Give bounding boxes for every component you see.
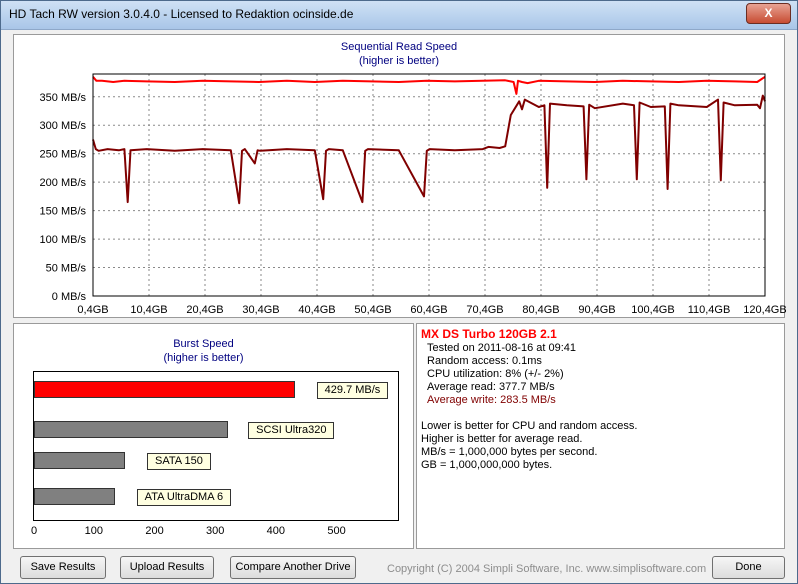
note-line: Lower is better for CPU and random acces… xyxy=(421,420,638,432)
sequential-chart-title: Sequential Read Speed xyxy=(340,41,458,53)
average-write: Average write: 283.5 MB/s xyxy=(427,394,556,406)
save-results-button[interactable]: Save Results xyxy=(20,556,106,579)
sequential-chart-plot: 350 MB/s 300 MB/s 250 MB/s 200 MB/s 150 MB/s… xyxy=(40,73,786,316)
x-tick-label: 0,4GB xyxy=(77,304,108,316)
burst-bar-label: ATA UltraDMA 6 xyxy=(136,489,232,506)
write-speed-line xyxy=(92,75,766,95)
x-tick-label: 70,4GB xyxy=(466,304,503,316)
sequential-chart-panel: Sequential Read Speed (higher is better)… xyxy=(13,34,786,318)
y-tick-label: 150 MB/s xyxy=(40,206,87,218)
y-tick-label: 300 MB/s xyxy=(40,120,87,132)
y-tick-label: 50 MB/s xyxy=(46,263,87,275)
burst-chart-panel: Burst Speed (higher is better) 429.7 MB/… xyxy=(13,323,414,549)
x-tick-label: 110,4GB xyxy=(688,304,731,316)
burst-bar xyxy=(34,381,295,398)
burst-bar xyxy=(34,488,115,505)
window-title: HD Tach RW version 3.0.4.0 - Licensed to… xyxy=(9,7,354,21)
info-panel: MX DS Turbo 120GB 2.1 Tested on 2011-08-… xyxy=(416,323,785,549)
compare-drive-button[interactable]: Compare Another Drive xyxy=(230,556,356,579)
y-tick-label: 250 MB/s xyxy=(40,149,87,161)
y-tick-label: 0 MB/s xyxy=(52,291,87,303)
x-tick-label: 90,4GB xyxy=(578,304,615,316)
burst-plot-frame xyxy=(33,371,399,521)
y-tick-label: 350 MB/s xyxy=(40,92,87,104)
burst-x-tick: 400 xyxy=(266,525,286,537)
burst-bar-label: SATA 150 xyxy=(147,453,211,470)
random-access: Random access: 0.1ms xyxy=(427,355,542,367)
x-tick-label: 50,4GB xyxy=(354,304,391,316)
y-tick-label: 100 MB/s xyxy=(40,234,87,246)
x-tick-label: 30,4GB xyxy=(242,304,279,316)
x-tick-label: 100,4GB xyxy=(631,304,674,316)
burst-chart-plot: 429.7 MB/s SCSI Ultra320 SATA 150 ATA Ul… xyxy=(14,324,413,548)
sequential-chart-subtitle: (higher is better) xyxy=(358,55,440,67)
note-line: MB/s = 1,000,000 bytes per second. xyxy=(421,446,598,458)
burst-chart-subtitle: (higher is better) xyxy=(163,352,244,364)
burst-bar-label: 429.7 MB/s xyxy=(316,382,389,399)
drive-name: MX DS Turbo 120GB 2.1 xyxy=(421,327,557,341)
x-tick-label: 120,4GB xyxy=(743,304,786,316)
x-tick-label: 10,4GB xyxy=(130,304,167,316)
burst-bar-label: SCSI Ultra320 xyxy=(248,422,335,439)
burst-x-tick: 200 xyxy=(145,525,164,537)
burst-bar xyxy=(34,452,125,469)
x-tick-label: 60,4GB xyxy=(410,304,447,316)
read-speed-line xyxy=(92,94,766,205)
plot-frame xyxy=(92,73,766,297)
copyright-text: Copyright (C) 2004 Simpli Software, Inc.… xyxy=(387,563,707,575)
burst-chart-title: Burst Speed xyxy=(173,338,234,350)
test-date: Tested on 2011-08-16 at 09:41 xyxy=(427,342,577,354)
note-line: Higher is better for average read. xyxy=(421,433,583,445)
y-tick-label: 200 MB/s xyxy=(40,177,87,189)
title-bar[interactable]: HD Tach RW version 3.0.4.0 - Licensed to… xyxy=(1,1,797,30)
cpu-utilization: CPU utilization: 8% (+/- 2%) xyxy=(427,368,564,380)
x-tick-label: 20,4GB xyxy=(186,304,223,316)
burst-x-tick: 300 xyxy=(206,525,225,537)
x-tick-label: 80,4GB xyxy=(522,304,559,316)
burst-x-tick: 100 xyxy=(84,525,104,537)
close-button[interactable]: X xyxy=(746,3,791,24)
average-read: Average read: 377.7 MB/s xyxy=(427,381,555,393)
burst-x-tick: 0 xyxy=(31,525,38,537)
done-button[interactable]: Done xyxy=(712,556,785,579)
x-tick-label: 40,4GB xyxy=(298,304,335,316)
burst-x-tick: 500 xyxy=(327,525,346,537)
note-line: GB = 1,000,000,000 bytes. xyxy=(421,459,553,471)
upload-results-button[interactable]: Upload Results xyxy=(120,556,214,579)
burst-bar xyxy=(34,421,229,438)
